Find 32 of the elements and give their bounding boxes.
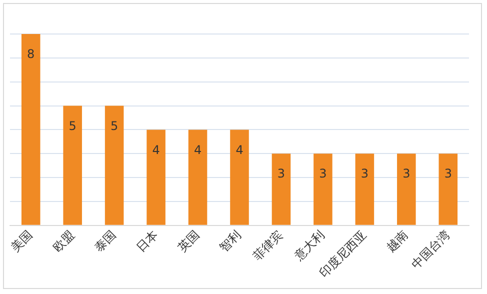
data-label: 8	[27, 47, 35, 62]
data-label: 3	[277, 166, 286, 181]
data-label: 3	[360, 166, 368, 181]
bar	[104, 106, 124, 225]
bar	[397, 154, 416, 225]
data-label: 3	[319, 166, 327, 181]
x-tick-label: 智利	[216, 228, 244, 255]
data-label: 3	[444, 166, 452, 181]
data-label: 4	[194, 142, 202, 157]
x-tick-label: 菲律宾	[250, 228, 286, 264]
x-tick-label: 日本	[134, 228, 160, 255]
bar	[21, 34, 40, 225]
bar	[314, 154, 332, 225]
bar	[230, 130, 249, 225]
x-tick-label: 泰国	[92, 228, 119, 255]
bar	[63, 106, 82, 225]
data-label: 4	[152, 142, 160, 157]
bar	[438, 154, 458, 225]
x-tick-label: 意大利	[291, 228, 328, 264]
data-label: 5	[110, 118, 118, 133]
data-label: 3	[402, 166, 410, 181]
bar	[355, 154, 374, 225]
bar	[272, 154, 291, 225]
bar	[188, 130, 208, 225]
x-tick-label: 欧盟	[50, 228, 77, 255]
bar	[146, 130, 166, 225]
x-tick-label: 越南	[384, 228, 411, 255]
x-tick-label: 中国台湾	[408, 228, 452, 272]
x-tick-label: 美国	[8, 228, 36, 255]
data-label: 4	[236, 142, 244, 157]
data-label: 5	[68, 118, 76, 133]
x-tick-label: 英国	[175, 228, 202, 255]
